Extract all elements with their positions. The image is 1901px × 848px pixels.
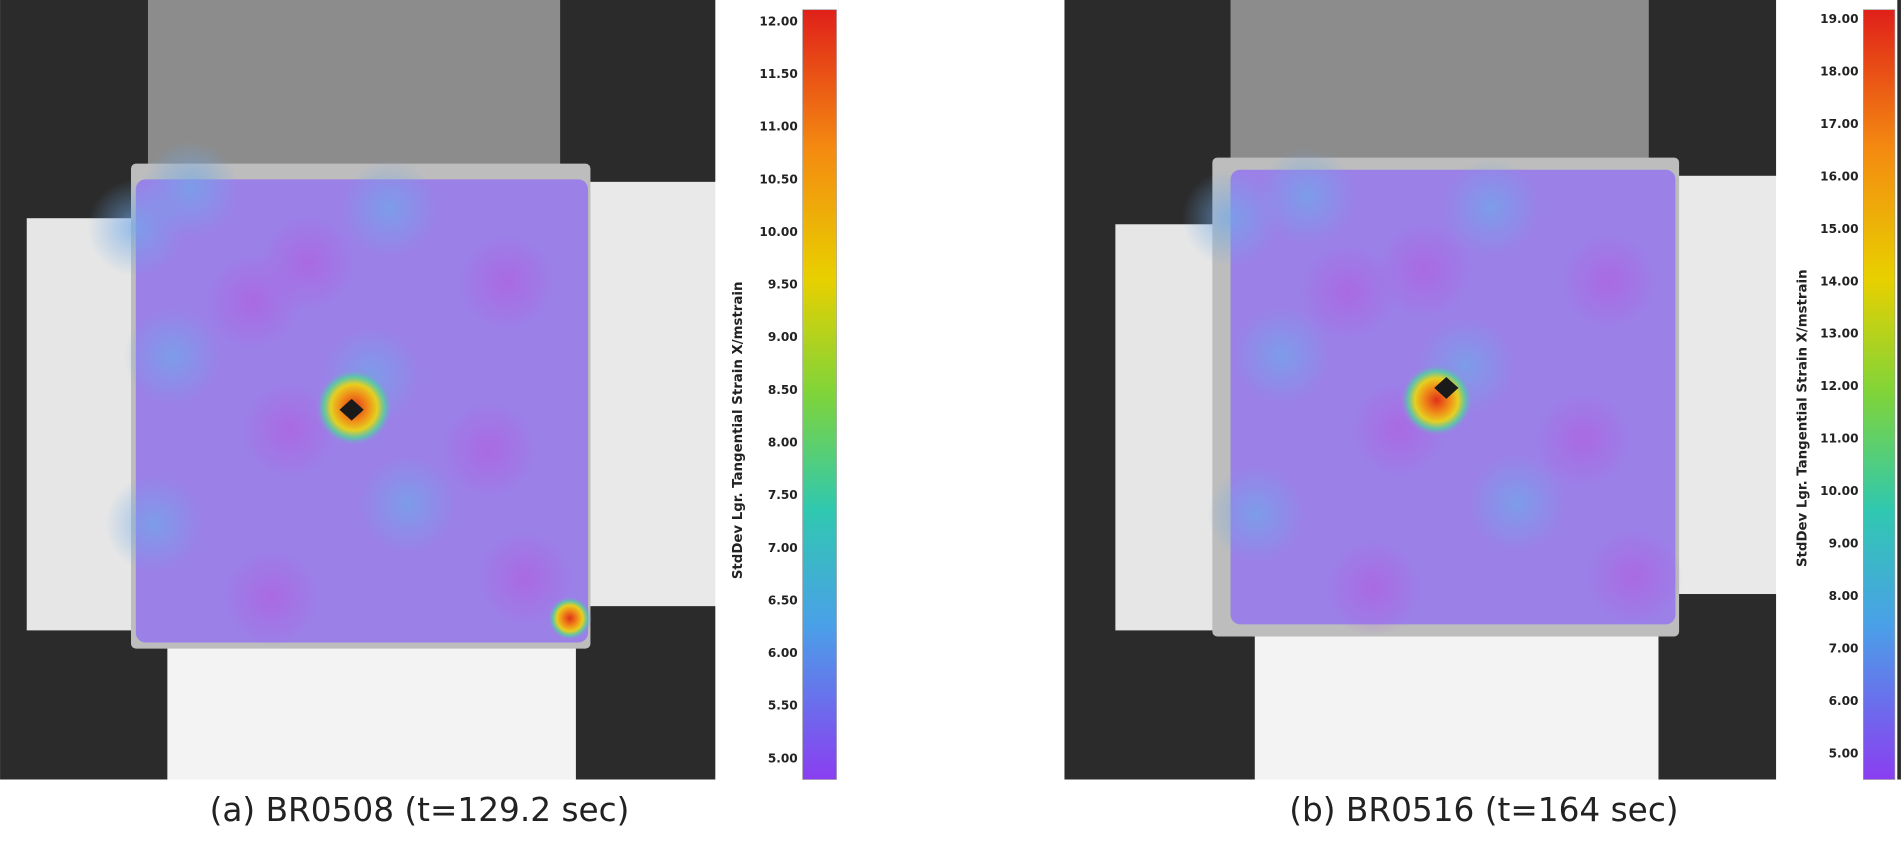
left-block xyxy=(26,218,136,631)
strain-blob xyxy=(340,160,438,258)
panel: 19.00 18.00 17.00 16.00 15.00 14.00 13.00 12.00… xyxy=(1064,0,1901,829)
colorbar-tick-label: 5.00 xyxy=(768,751,798,765)
hole xyxy=(339,398,364,421)
bottom-block xyxy=(167,636,576,780)
colorbar-tick-label: 8.00 xyxy=(1829,589,1859,603)
strain-blob xyxy=(1182,169,1280,267)
colorbar-tick-label: 11.00 xyxy=(759,120,797,134)
colorbar-tick-label: 7.00 xyxy=(1829,642,1859,656)
colorbar-tick-label: 5.00 xyxy=(1829,747,1859,761)
colorbar-tick-label: 8.00 xyxy=(768,436,798,450)
strain-blob xyxy=(1232,306,1330,404)
colorbar-tick-label: 13.00 xyxy=(1820,327,1858,341)
colorbar-tick-label: 14.00 xyxy=(1820,274,1858,288)
upper-grip xyxy=(147,0,561,170)
panel: 12.00 11.50 11.00 10.50 10.00 9.50 9.00 8.50 8.0… xyxy=(0,0,839,829)
colorbar-tick-label: 11.50 xyxy=(759,67,797,81)
strain-blob xyxy=(241,381,339,479)
strain-blob xyxy=(1585,528,1683,626)
colorbar-tick-label: 15.00 xyxy=(1820,222,1858,236)
strain-blob xyxy=(458,233,556,331)
colorbar xyxy=(802,9,837,780)
colorbar-tick-label: 11.00 xyxy=(1820,432,1858,446)
colorbar-tick-label: 16.00 xyxy=(1820,169,1858,183)
strain-blob xyxy=(123,307,221,405)
colorbar-tick-label: 10.50 xyxy=(759,172,797,186)
strain-blob xyxy=(476,529,574,627)
strain-hotspot xyxy=(1400,363,1473,437)
bottom-block xyxy=(1254,630,1659,780)
strain-blob xyxy=(1534,391,1632,489)
strain-blob xyxy=(1258,147,1356,245)
strain-blob xyxy=(1376,221,1473,319)
strain-blob xyxy=(105,475,203,573)
colorbar-tick-label: 9.00 xyxy=(768,330,798,344)
colorbar-label: StdDev Lgr. Tangential Strain X/mstrain xyxy=(1795,269,1810,567)
colorbar-label: StdDev Lgr. Tangential Strain X/mstrain xyxy=(731,282,746,580)
strain-blob xyxy=(440,401,538,499)
strain-blob xyxy=(1299,243,1397,341)
colorbar-tick-label: 6.00 xyxy=(768,646,798,660)
colorbar-tick-label: 10.00 xyxy=(1820,484,1858,498)
colorbar xyxy=(1863,9,1896,780)
strain-blob xyxy=(1468,454,1566,552)
strain-blob xyxy=(1207,465,1305,563)
strain-blob xyxy=(358,455,456,553)
colorbar-tick-label: 9.50 xyxy=(768,278,798,292)
colorbar-tick-label: 7.50 xyxy=(768,488,798,502)
colorbar-tick-label: 9.00 xyxy=(1829,537,1859,551)
strain-blob xyxy=(1325,539,1423,637)
strain-blob xyxy=(1560,232,1658,330)
colorbar-tick-label: 6.50 xyxy=(768,593,798,607)
strain-blob xyxy=(1442,158,1540,256)
caption: (a) BR0508 (t=129.2 sec) xyxy=(210,791,630,829)
colorbar-tick-label: 17.00 xyxy=(1820,117,1858,131)
left-block xyxy=(1115,224,1215,631)
caption: (b) BR0516 (t=164 sec) xyxy=(1289,791,1678,829)
strain-blob xyxy=(223,549,321,647)
colorbar-tick-label: 10.00 xyxy=(759,225,797,239)
strain-blob xyxy=(259,214,357,312)
strain-hotspot xyxy=(548,596,592,641)
strain-blob xyxy=(141,140,239,238)
colorbar-tick-label: 6.00 xyxy=(1829,694,1859,708)
colorbar-tick-label: 18.00 xyxy=(1820,64,1858,78)
colorbar-tick-label: 19.00 xyxy=(1820,12,1858,26)
colorbar-tick-label: 5.50 xyxy=(768,699,798,713)
colorbar-tick-label: 8.50 xyxy=(768,383,798,397)
colorbar-tick-label: 7.00 xyxy=(768,541,798,555)
colorbar-tick-label: 12.00 xyxy=(1820,379,1858,393)
upper-grip xyxy=(1230,0,1649,170)
hole xyxy=(1434,377,1459,399)
colorbar-tick-label: 12.00 xyxy=(759,14,797,28)
